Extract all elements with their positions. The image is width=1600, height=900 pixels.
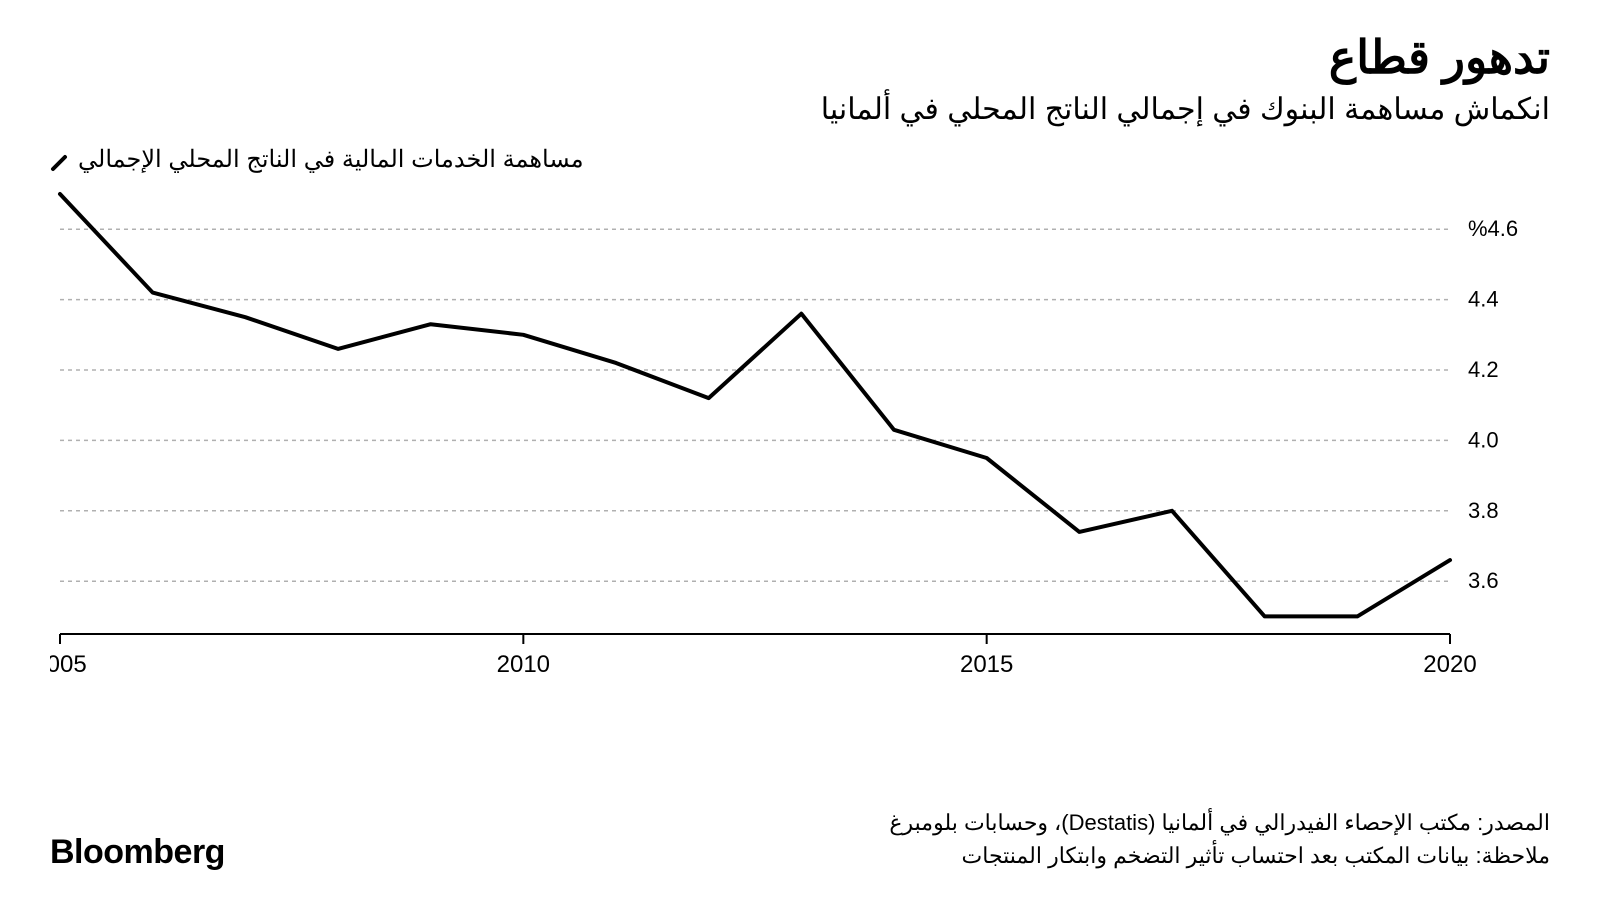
x-tick-label: 2010 bbox=[497, 651, 550, 678]
y-tick-label: 4.0 bbox=[1468, 427, 1499, 452]
legend-label: مساهمة الخدمات المالية في الناتج المحلي … bbox=[78, 145, 584, 174]
y-tick-label: 4.2 bbox=[1468, 357, 1499, 382]
x-tick-label: 2005 bbox=[50, 651, 87, 678]
chart-subtitle: انكماش مساهمة البنوك في إجمالي الناتج ال… bbox=[50, 92, 1550, 127]
y-tick-label: 4.4 bbox=[1468, 287, 1499, 312]
y-tick-label: 3.8 bbox=[1468, 498, 1499, 523]
data-line bbox=[60, 194, 1450, 616]
legend: مساهمة الخدمات المالية في الناتج المحلي … bbox=[50, 145, 1550, 174]
legend-swatch-icon bbox=[50, 151, 68, 169]
y-tick-label: 3.6 bbox=[1468, 568, 1499, 593]
note-text: ملاحظة: بيانات المكتب بعد احتساب تأثير ا… bbox=[889, 839, 1550, 872]
line-chart: 3.6 3.8 4.0 4.2 4.4 %4.6 2005 2010 2015 2020 bbox=[50, 184, 1550, 684]
x-tick-label: 2015 bbox=[960, 651, 1013, 678]
brand-logo: Bloomberg bbox=[50, 833, 225, 872]
y-tick-label: %4.6 bbox=[1468, 216, 1518, 241]
source-text: المصدر: مكتب الإحصاء الفيدرالي في ألماني… bbox=[889, 806, 1550, 839]
x-tick-label: 2020 bbox=[1423, 651, 1476, 678]
chart-title: تدهور قطاع bbox=[50, 30, 1550, 84]
